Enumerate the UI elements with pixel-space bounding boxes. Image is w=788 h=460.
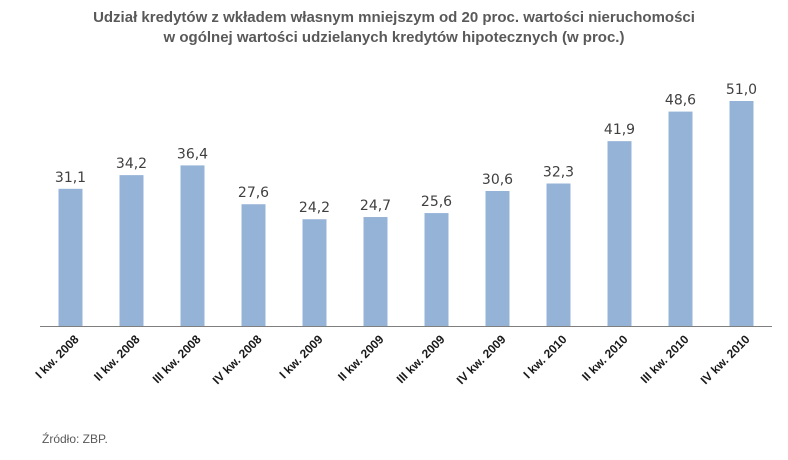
bar bbox=[180, 165, 205, 326]
data-label: 24,2 bbox=[299, 200, 330, 216]
x-tick-label: IV kw. 2010 bbox=[698, 332, 753, 387]
x-tick-label: I kw. 2010 bbox=[520, 332, 569, 381]
bar bbox=[119, 175, 144, 326]
data-label: 32,3 bbox=[543, 165, 574, 181]
data-label: 41,9 bbox=[604, 122, 635, 138]
data-label: 36,4 bbox=[177, 146, 208, 162]
x-tick-label: I kw. 2009 bbox=[276, 332, 325, 381]
bar bbox=[241, 204, 266, 326]
data-label: 27,6 bbox=[238, 185, 269, 201]
chart-title-line-1: Udział kredytów z wkładem własnym mniejs… bbox=[93, 9, 695, 26]
x-tick-label: III kw. 2009 bbox=[394, 332, 448, 386]
data-label: 48,6 bbox=[665, 93, 696, 109]
bar bbox=[485, 191, 510, 326]
bar bbox=[363, 217, 388, 326]
bar bbox=[546, 183, 571, 326]
data-label: 51,0 bbox=[726, 82, 757, 98]
x-tick-label: III kw. 2008 bbox=[150, 332, 204, 386]
x-tick-label: II kw. 2010 bbox=[579, 332, 631, 384]
x-tick-label: IV kw. 2009 bbox=[454, 332, 509, 387]
chart-title-line-2: w ogólnej wartości udzielanych kredytów … bbox=[163, 29, 625, 46]
bar bbox=[729, 101, 754, 326]
bar bbox=[424, 213, 449, 326]
x-tick-label: I kw. 2008 bbox=[32, 332, 81, 381]
source-note: Źródło: ZBP. bbox=[42, 432, 108, 446]
data-label: 34,2 bbox=[116, 156, 147, 172]
data-label: 30,6 bbox=[482, 172, 513, 188]
data-label: 31,1 bbox=[55, 170, 86, 186]
x-tick-label: IV kw. 2008 bbox=[210, 332, 265, 387]
bar bbox=[607, 141, 632, 326]
data-label: 25,6 bbox=[421, 194, 452, 210]
data-label: 24,7 bbox=[360, 198, 391, 214]
bar bbox=[302, 219, 327, 326]
chart-title: Udział kredytów z wkładem własnym mniejs… bbox=[0, 8, 788, 48]
x-tick-label: III kw. 2010 bbox=[638, 332, 692, 386]
bar bbox=[668, 111, 693, 327]
x-tick-label: II kw. 2009 bbox=[335, 332, 387, 384]
bar bbox=[58, 188, 83, 326]
x-tick-label: II kw. 2008 bbox=[91, 332, 143, 384]
